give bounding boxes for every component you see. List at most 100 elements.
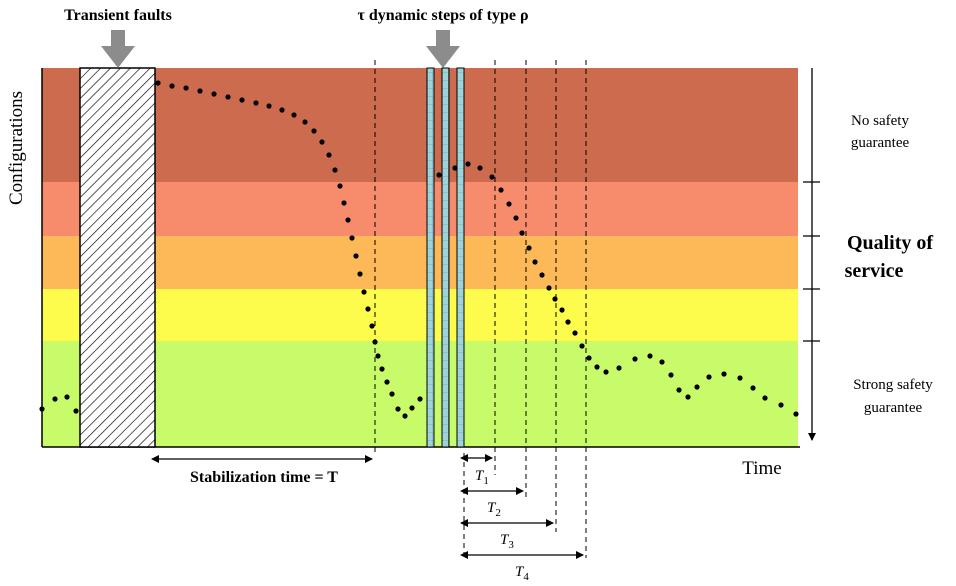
strong-safety-line-2: guarantee [864,400,923,416]
trajectory-dot [565,319,571,325]
trajectory-dot [737,375,743,381]
trajectory-dot [225,94,231,100]
trajectory-dot [337,183,343,189]
trajectory-dot [302,119,308,125]
trajectory-dot [409,405,415,411]
band-qos-2 [42,236,798,289]
dynamic-step-3 [456,67,465,448]
trajectory-dot [319,139,325,145]
trajectory-dot [519,230,525,236]
trajectory-dot [375,353,381,359]
y-axis-label: Configurations [6,91,27,205]
t3-label: T3 [500,532,514,551]
dashed-guides [374,60,587,560]
strong-safety-line-1: Strong safety [853,377,933,393]
trajectory-dot [526,245,532,251]
trajectory-dot [64,394,70,400]
dynamic-step-1 [426,67,435,448]
transient-fault-block [79,67,156,448]
trajectory-dot [552,296,558,302]
configuration-trajectory [39,80,799,419]
title-dynamic-steps: τ dynamic steps of type ρ [357,7,528,24]
trajectory-dot [659,359,665,365]
trajectory-dot [685,394,691,400]
no-safety-line-1: No safety [851,113,909,129]
trajectory-dot [668,372,674,378]
trajectory-dot [341,200,347,206]
trajectory-dot [603,369,609,375]
trajectory-dot [594,364,600,370]
trajectory-dot [465,161,471,167]
trajectory-dot [73,408,79,414]
trajectory-dot [477,165,483,171]
trajectory-dot [169,83,175,89]
trajectory-dot [332,167,338,173]
trajectory-dot [452,165,458,171]
trajectory-dot [372,339,378,345]
trajectory-dot [559,307,565,313]
trajectory-dot [266,103,272,109]
trajectory-dot [506,201,512,207]
trajectory-dot [197,88,203,94]
trajectory-dot [291,112,297,118]
trajectory-dot [778,402,784,408]
trajectory-dot [513,215,519,221]
trajectory-dot [586,355,592,361]
trajectory-dot [572,330,578,336]
dynamic-arrow-icon [426,30,460,68]
dynamic-step-2 [441,67,450,448]
trajectory-dot [750,385,756,391]
trajectory-dot [183,85,189,91]
trajectory-dot [52,396,58,402]
title-transient-faults: Transient faults [64,7,172,24]
trajectory-dot [349,235,355,241]
qos-scale-ticks [803,181,820,342]
trajectory-dot [365,306,371,312]
fault-arrow-icon [101,30,135,68]
trajectory-dot [357,271,363,277]
trajectory-dot [384,379,390,385]
trajectory-dot [345,217,351,223]
band-qos-3 [42,289,798,341]
trajectory-dot [721,371,727,377]
trajectory-dot [546,285,552,291]
t1-label: T1 [475,468,489,487]
trajectory-dot [311,128,317,134]
band-qos-1 [42,182,798,236]
quality-of-service-line-1: Quality of [847,232,933,254]
trajectory-dot [632,356,638,362]
trajectory-dot [361,289,367,295]
trajectory-dot [395,406,401,412]
trajectory-dot [647,353,653,359]
trajectory-dot [489,174,495,180]
trajectory-dot [155,80,161,86]
trajectory-dot [793,411,799,417]
trajectory-dot [369,323,375,329]
trajectory-dot [389,391,395,397]
trajectory-dot [706,374,712,380]
trajectory-dot [253,100,259,106]
trajectory-dot [539,272,545,278]
t4-label: T4 [515,564,529,583]
trajectory-dot [379,366,385,372]
trajectory-dot [39,406,45,412]
trajectory-dot [402,413,408,419]
t-arrows [460,454,584,559]
trajectory-dot [279,107,285,113]
no-safety-line-2: guarantee [851,135,910,151]
trajectory-dot [762,395,768,401]
band-no-safety [42,68,798,182]
trajectory-dot [417,396,423,402]
trajectory-dot [532,259,538,265]
trajectory-dot [239,97,245,103]
trajectory-dot [353,253,359,259]
trajectory-dot [436,172,442,178]
x-axis-label: Time [742,458,781,479]
trajectory-dot [211,91,217,97]
trajectory-dot [579,343,585,349]
trajectory-dot [694,384,700,390]
t2-label: T2 [487,500,501,519]
band-strong-safety [42,341,798,447]
trajectory-dot [616,365,622,371]
